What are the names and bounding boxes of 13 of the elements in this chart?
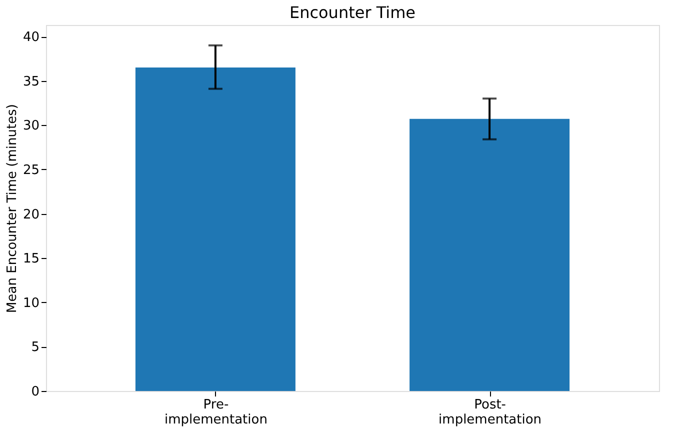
y-tick-label: 30	[22, 118, 40, 134]
y-tick-label: 20	[22, 207, 40, 222]
y-tick-label: 5	[31, 340, 40, 356]
x-tick-label: Pre- implementation	[164, 398, 268, 428]
y-tick-label: 40	[22, 30, 40, 46]
x-tick-label: Post- implementation	[438, 398, 542, 428]
y-tick-label: 15	[22, 252, 40, 267]
y-axis-title: Mean Encounter Time (minutes)	[4, 104, 20, 313]
y-tick-label: 35	[22, 74, 40, 90]
y-tick-label: 10	[22, 296, 40, 311]
chart-title: Encounter Time	[289, 3, 416, 22]
y-tick-label: 25	[22, 162, 40, 178]
y-tick-label: 0	[31, 384, 40, 400]
